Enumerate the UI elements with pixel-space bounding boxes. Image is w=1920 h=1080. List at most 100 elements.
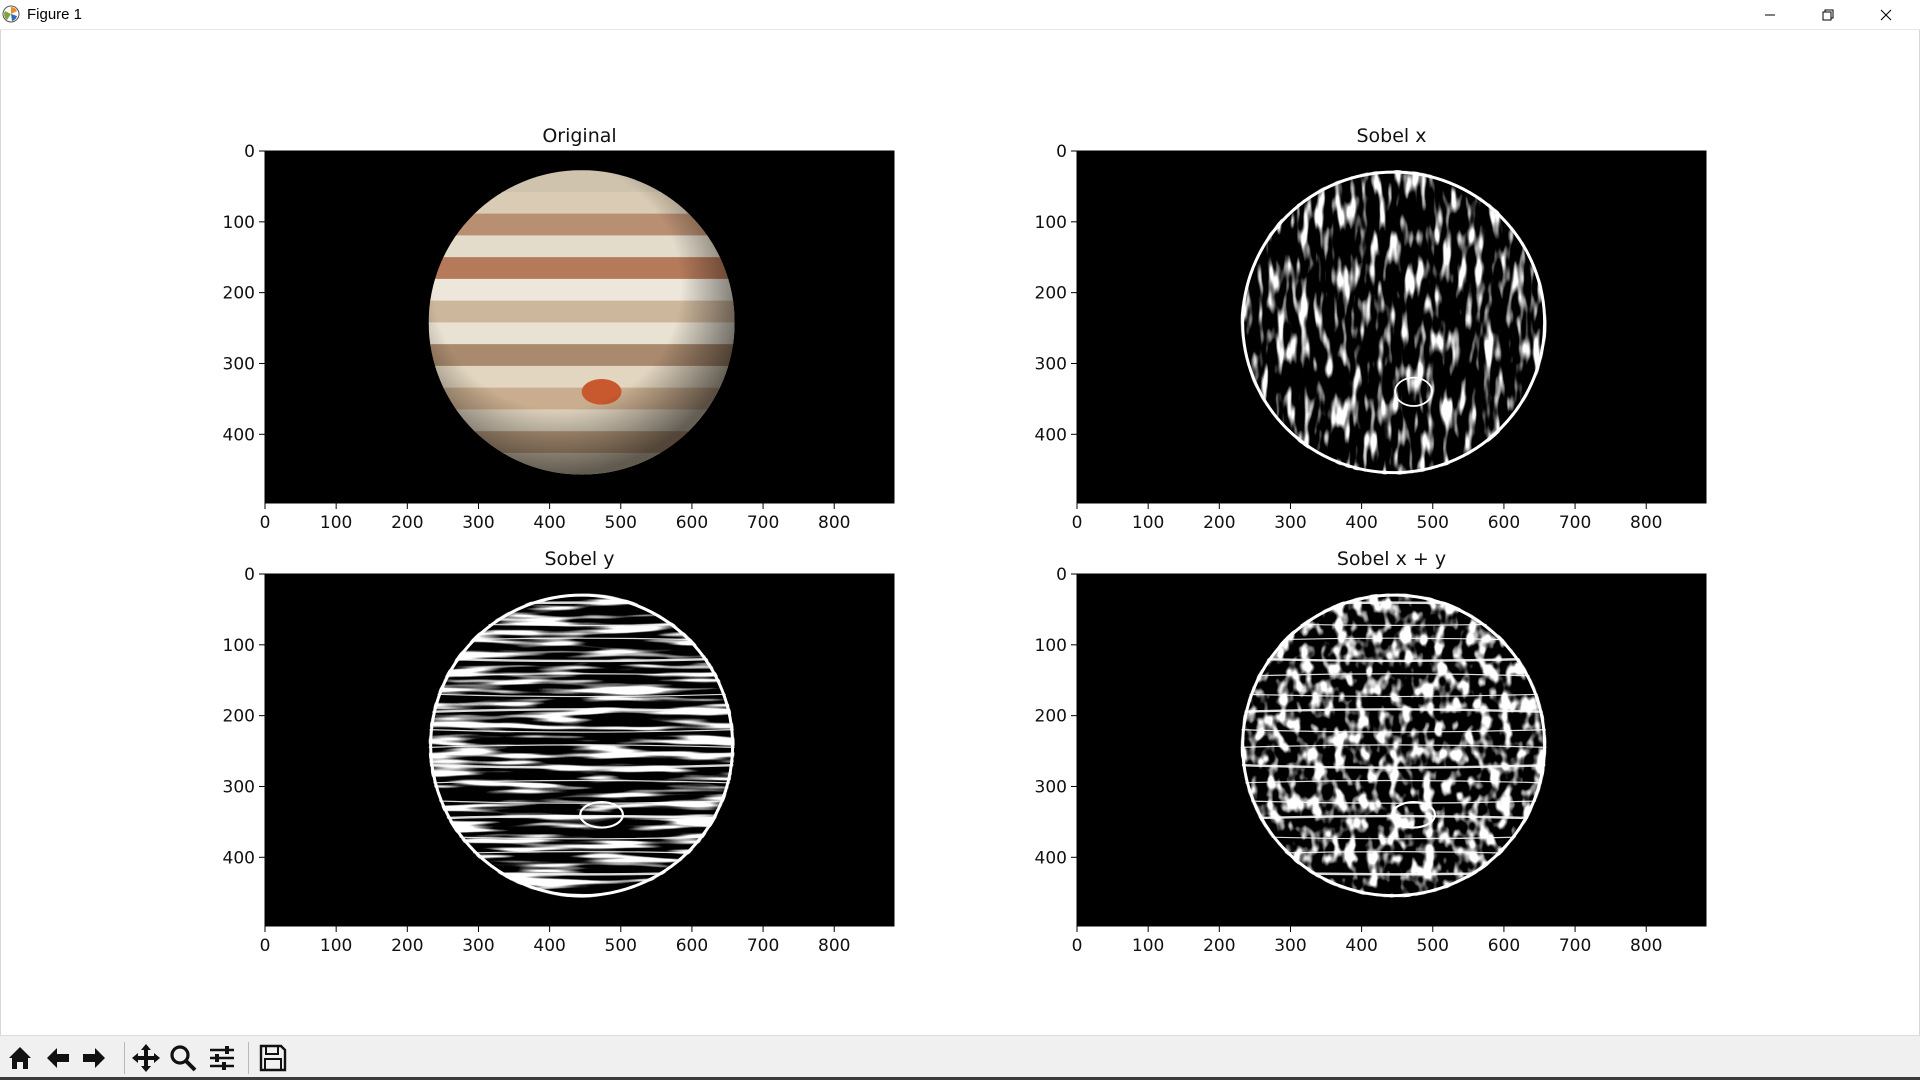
y-tick-label: 0 [244,142,255,162]
edge-band [1240,763,1547,769]
y-tick-label: 200 [1035,707,1067,727]
edge-band [428,693,735,698]
edge-band [1240,693,1547,698]
edge-map [428,593,735,898]
home-button[interactable] [3,1041,37,1075]
x-tick-label: 800 [1630,513,1662,533]
edge-band [1240,708,1547,714]
x-tick-label: 100 [1132,513,1164,533]
minimize-icon [1765,14,1775,15]
y-tick-label: 100 [223,636,255,656]
edge-texture [1240,170,1547,475]
y-tick-label: 0 [244,565,255,585]
x-tick-label: 200 [391,513,423,533]
x-tick-label: 500 [605,513,637,533]
x-tick-label: 0 [260,513,271,533]
edge-spot [1391,800,1437,829]
subplot-title: Original [542,125,616,147]
x-tick-label: 400 [533,936,565,956]
pan-icon [132,1044,160,1072]
edge-band [428,800,735,804]
subplot-2[interactable]: Sobel x 0 100 200 300 400 500 600 700 800 0 100 200 3… [1035,125,1707,533]
toolbar-separator [124,1042,125,1074]
planet-limb-edge [429,593,735,898]
save-button[interactable] [256,1041,290,1075]
planet-limb-edge [1241,170,1547,475]
x-tick-label: 600 [1488,936,1520,956]
forward-button[interactable] [77,1041,111,1075]
figure-canvas[interactable]: Original 0 100 200 300 400 500 600 700 800 0 100 200… [0,30,1920,1035]
edge-spot [579,800,625,829]
zoom-icon [170,1045,197,1072]
edge-band [1240,673,1547,677]
x-tick-label: 300 [462,936,494,956]
x-tick-label: 800 [1630,936,1662,956]
y-tick-label: 400 [223,848,255,868]
edge-band [1240,800,1547,804]
axes-frame [1076,150,1707,504]
x-tick-label: 500 [1417,513,1449,533]
x-tick-label: 200 [1203,513,1235,533]
window-titlebar: Figure 1 [0,0,1920,30]
x-tick-label: 800 [818,513,850,533]
axes-frame [1076,573,1707,927]
x-tick-label: 100 [320,513,352,533]
close-button[interactable] [1857,0,1915,29]
edge-band [1240,729,1547,733]
x-tick-label: 600 [676,936,708,956]
y-tick-label: 400 [1035,425,1067,445]
back-icon [47,1048,69,1068]
x-tick-label: 300 [1274,513,1306,533]
x-tick-label: 500 [1417,936,1449,956]
configure-subplots-button[interactable] [205,1041,239,1075]
y-tick-label: 200 [223,284,255,304]
edge-band [428,763,735,769]
restore-button[interactable] [1799,0,1857,29]
y-tick-label: 300 [223,354,255,374]
x-tick-label: 100 [1132,936,1164,956]
save-icon [259,1044,287,1072]
y-tick-label: 400 [1035,848,1067,868]
minimize-button[interactable] [1741,0,1799,29]
image-content [1240,170,1547,475]
image-content [1240,593,1547,898]
x-tick-label: 500 [605,936,637,956]
back-button[interactable] [41,1041,75,1075]
x-tick-label: 800 [818,936,850,956]
edge-band [428,779,735,784]
edge-band [1240,814,1547,820]
y-tick-label: 200 [1035,284,1067,304]
x-tick-label: 700 [1559,513,1591,533]
x-tick-label: 0 [1072,513,1083,533]
subplot-3[interactable]: Sobel y 0 100 200 300 400 500 600 700 800 0 100 200 3… [223,548,895,956]
image-content [428,593,735,898]
edge-band [428,729,735,733]
subplot-4[interactable]: Sobel x + y 0 100 200 300 400 500 600 700 800 0 100… [1035,548,1707,956]
x-tick-label: 600 [1488,513,1520,533]
planet-shading [428,170,735,475]
window-bottom-edge [0,1077,1920,1080]
edge-band [1240,835,1547,840]
navigation-toolbar [0,1035,1920,1080]
y-tick-label: 0 [1056,142,1067,162]
subplot-1[interactable]: Original 0 100 200 300 400 500 600 700 800 0 100 200… [223,125,895,533]
y-tick-label: 300 [1035,777,1067,797]
y-tick-label: 300 [1035,354,1067,374]
y-tick-label: 0 [1056,565,1067,585]
x-tick-label: 700 [747,513,779,533]
y-tick-label: 100 [223,213,255,233]
home-icon [9,1047,31,1069]
edge-band [428,835,735,840]
pan-button[interactable] [129,1041,163,1075]
planet-limb-edge [1241,593,1547,898]
subplot-title: Sobel x [1357,125,1427,147]
subplot-title: Sobel y [545,548,615,570]
y-tick-label: 400 [223,425,255,445]
toolbar-separator [248,1042,249,1074]
subplot-grid: Original 0 100 200 300 400 500 600 700 800 0 100 200… [223,125,1707,956]
y-tick-label: 100 [1035,213,1067,233]
zoom-button[interactable] [166,1041,200,1075]
y-tick-label: 100 [1035,636,1067,656]
x-tick-label: 0 [1072,936,1083,956]
x-tick-label: 700 [1559,936,1591,956]
